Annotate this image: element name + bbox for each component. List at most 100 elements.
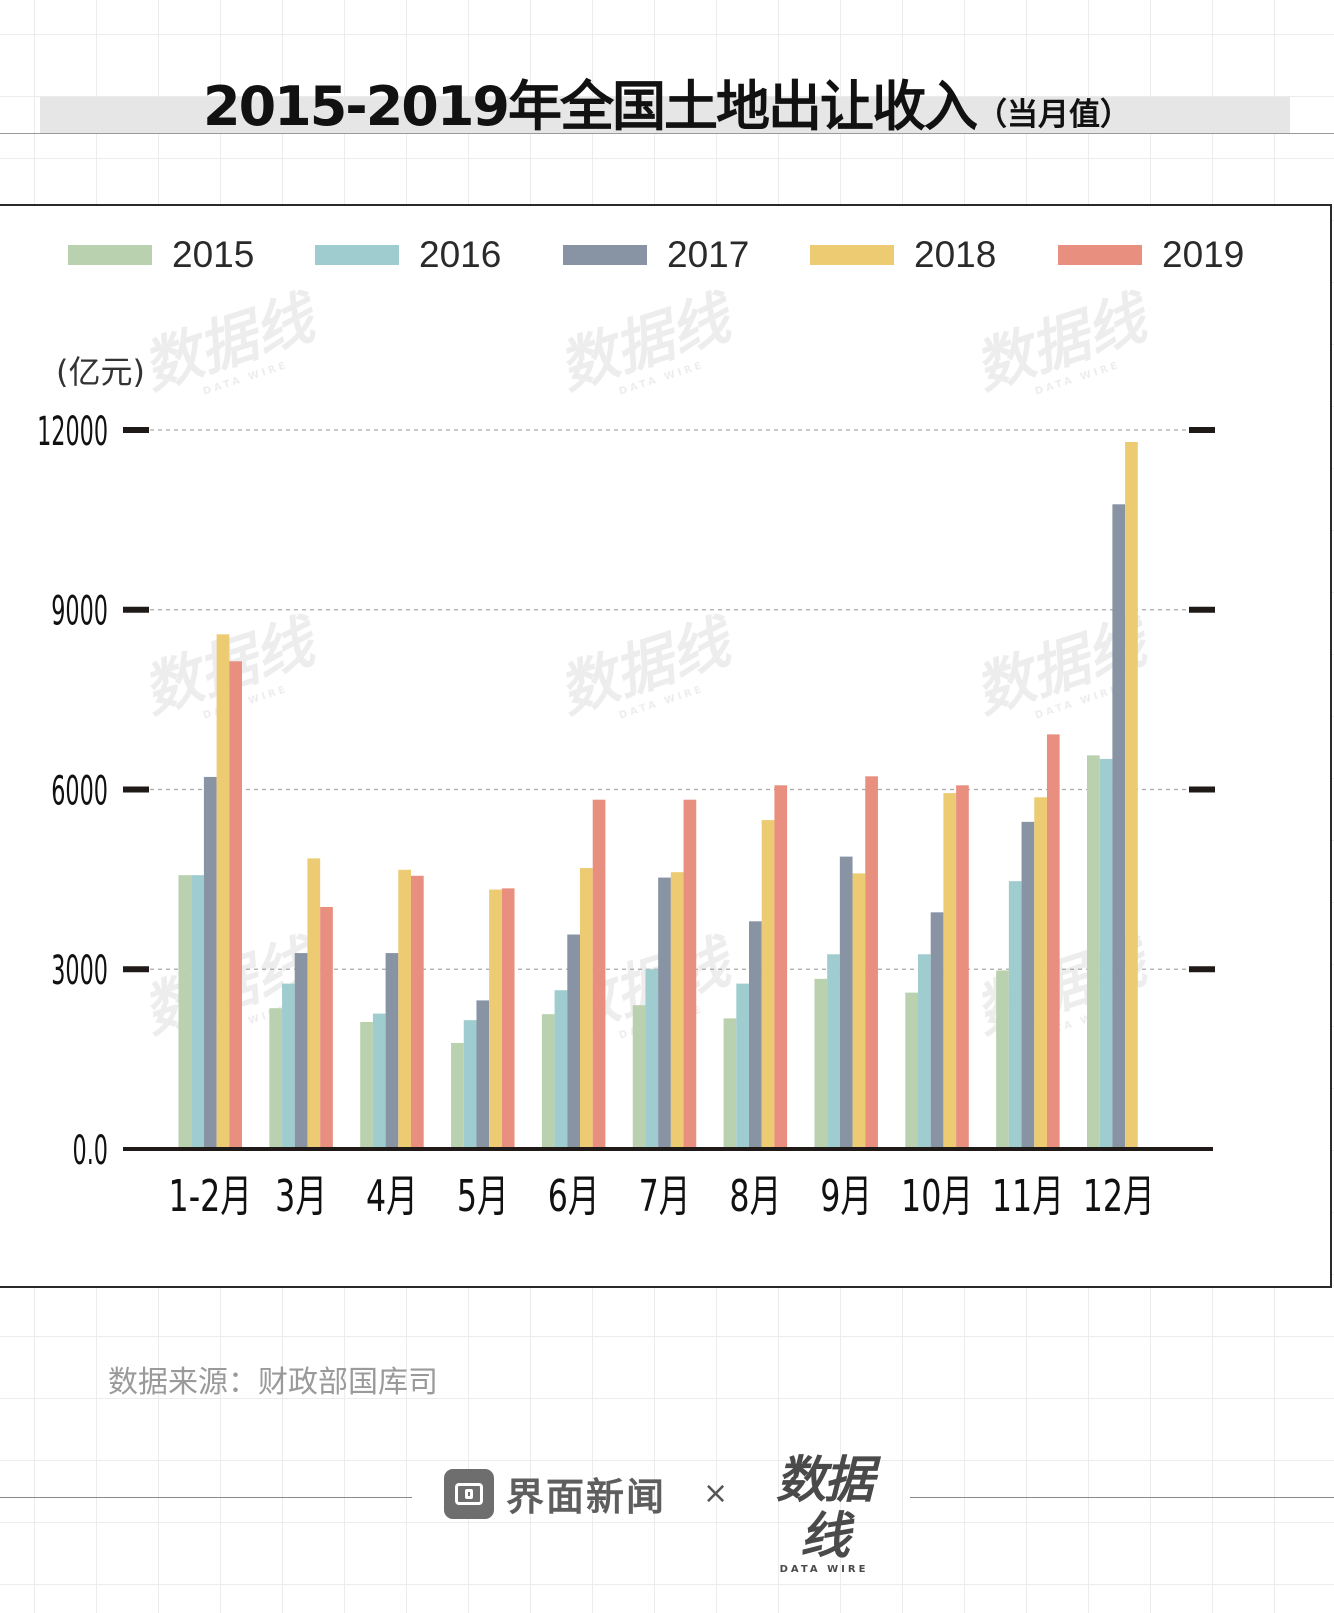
bar-2018-5 <box>670 872 684 1149</box>
bar-2015-2 <box>360 1021 373 1149</box>
x-tick-label-0: 1-2月 <box>169 1171 252 1223</box>
brand-datawire-name: 数据线 <box>776 1451 874 1565</box>
y-tick-right-6000 <box>1189 786 1215 793</box>
brand-name: 界面新闻 <box>506 1475 667 1519</box>
x-axis-line <box>123 1147 1213 1151</box>
x-tick-label-6: 8月 <box>729 1171 781 1223</box>
bar-2019-0 <box>229 661 242 1149</box>
y-tick-label-9000: 9000 <box>51 587 108 634</box>
bar-2018-0 <box>216 634 230 1149</box>
legend-label-2015: 2015 <box>172 234 254 275</box>
bar-2017-1 <box>294 953 308 1149</box>
y-tick-right-9000 <box>1189 606 1215 613</box>
legend-swatch-2016 <box>315 245 399 265</box>
bar-2019-3 <box>501 888 515 1149</box>
y-tick-label-6000: 6000 <box>51 767 108 814</box>
bar-2018-3 <box>489 889 502 1149</box>
bar-2018-2 <box>398 869 411 1149</box>
bar-2017-6 <box>749 921 762 1149</box>
bar-2017-10 <box>1112 504 1126 1150</box>
legend-swatch-2015 <box>68 245 152 265</box>
bar-2019-6 <box>774 785 788 1149</box>
title-band <box>40 97 1290 133</box>
y-tick-left-9000 <box>123 606 149 613</box>
y-tick-right-3000 <box>1189 966 1215 973</box>
bar-2016-10 <box>1099 758 1113 1149</box>
bar-2017-2 <box>385 953 399 1149</box>
bar-2017-3 <box>476 1000 490 1149</box>
bar-2018-1 <box>307 858 321 1149</box>
legend-swatch-2018 <box>810 245 894 265</box>
x-tick-label-9: 11月 <box>992 1171 1064 1223</box>
legend-label-2018: 2018 <box>914 234 996 275</box>
y-tick-left-6000 <box>123 786 149 793</box>
x-tick-label-7: 9月 <box>820 1171 872 1223</box>
jiemian-logo-icon <box>444 1468 494 1519</box>
bar-2015-10 <box>1087 755 1100 1149</box>
legend-swatch-2017 <box>563 245 647 265</box>
bar-2015-6 <box>723 1018 737 1149</box>
bar-2016-0 <box>191 875 204 1149</box>
bar-2019-7 <box>865 776 878 1149</box>
bar-2017-5 <box>658 877 671 1149</box>
data-source: 数据来源：财政部国库司 <box>108 1365 438 1400</box>
footer-rule-left <box>0 1497 412 1498</box>
bar-2019-4 <box>592 799 606 1149</box>
bar-2016-9 <box>1008 881 1022 1149</box>
x-tick-label-3: 5月 <box>457 1171 509 1223</box>
title-rule <box>0 133 1334 134</box>
bar-2019-9 <box>1046 734 1060 1149</box>
y-tick-label-3000: 3000 <box>51 947 108 994</box>
page-title: 2015-2019年全国土地出让收入（当月值） <box>0 62 1334 141</box>
title-subtitle: （当月值） <box>976 97 1131 133</box>
bar-2016-8 <box>918 954 931 1149</box>
bar-2019-8 <box>956 785 969 1149</box>
bar-2016-3 <box>463 1020 477 1149</box>
legend-label-2017: 2017 <box>667 234 749 275</box>
bar-2017-0 <box>203 776 217 1149</box>
bar-2017-7 <box>839 856 853 1149</box>
bar-2017-4 <box>567 934 580 1149</box>
x-tick-label-1: 3月 <box>275 1171 327 1223</box>
title-main: 2015-2019年全国土地出让收入 <box>203 75 978 138</box>
legend-swatch-2019 <box>1058 245 1142 265</box>
bar-2018-4 <box>580 867 593 1149</box>
bar-2018-9 <box>1034 797 1047 1149</box>
bar-2015-0 <box>178 875 192 1149</box>
bar-2019-5 <box>683 799 697 1149</box>
footer-rule-right <box>910 1497 1334 1498</box>
brand-jiemian: 界面新闻 <box>444 1466 666 1521</box>
x-tick-label-5: 7月 <box>639 1171 691 1223</box>
x-tick-label-4: 6月 <box>548 1171 600 1223</box>
y-tick-label-0: 0.0 <box>73 1127 108 1174</box>
y-axis-unit-label: (亿元) <box>56 353 145 391</box>
bar-2016-5 <box>645 969 659 1149</box>
bar-2019-2 <box>411 875 424 1149</box>
y-tick-right-12000 <box>1189 427 1215 433</box>
bar-2016-4 <box>554 990 568 1149</box>
brand-datawire-subtitle: DATA WIRE <box>779 1564 869 1575</box>
bar-2017-8 <box>930 912 944 1149</box>
bar-2017-9 <box>1021 821 1035 1149</box>
brand-times: × <box>703 1476 729 1511</box>
bar-2016-2 <box>372 1013 386 1149</box>
legend-label-2016: 2016 <box>419 234 501 275</box>
bar-2019-1 <box>320 906 333 1149</box>
bar-2015-1 <box>269 1008 283 1149</box>
bar-2018-10 <box>1125 441 1138 1149</box>
bar-2015-9 <box>996 970 1009 1149</box>
bar-2015-5 <box>632 1005 646 1149</box>
bar-2015-7 <box>814 978 828 1149</box>
bar-2016-6 <box>736 983 749 1149</box>
bar-2015-3 <box>451 1042 464 1149</box>
brand-datawire-logo: 数据线 DATA WIRE <box>760 1452 888 1575</box>
bar-2015-4 <box>541 1014 555 1149</box>
y-tick-left-3000 <box>123 966 149 973</box>
bar-2016-7 <box>827 954 840 1149</box>
bar-2018-7 <box>852 873 866 1149</box>
y-tick-label-12000: 12000 <box>37 408 108 455</box>
x-tick-label-2: 4月 <box>366 1171 418 1223</box>
bar-2015-8 <box>905 992 918 1149</box>
